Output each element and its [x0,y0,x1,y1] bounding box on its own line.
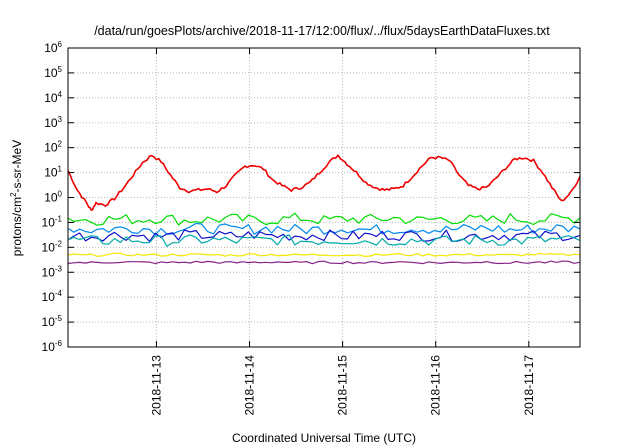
x-tick-label: 2018-11-16 [429,355,443,416]
y-tick-label-exp: -2 [55,239,63,248]
y-tick-label-exp: -4 [55,289,63,298]
y-tick-label-base: 10 [42,315,56,329]
y-tick-label-base: 10 [42,340,56,354]
y-tick-label: 106 [44,40,62,55]
y-tick-label-exp: 3 [58,115,63,124]
y-tick-label: 101 [44,165,62,180]
y-tick-label-base: 10 [44,166,58,180]
y-tick-label-exp: -1 [55,214,63,223]
y-tick-label-base: 10 [42,240,56,254]
x-tick-label: 2018-11-13 [149,355,163,416]
y-tick-label: 103 [44,115,62,130]
chart-title: /data/run/goesPlots/archive/2018-11-17/1… [94,24,550,38]
y-tick-label-base: 10 [44,191,58,205]
y-tick-label-base: 10 [44,91,58,105]
y-axis-label: protons/cm2-s-sr-MeV [9,140,24,256]
y-tick-label-base: 10 [42,215,56,229]
x-axis-label: Coordinated Universal Time (UTC) [232,431,416,445]
y-tick-label-base: 10 [44,116,58,130]
y-tick-label: 102 [44,140,62,155]
y-tick-label-exp: 6 [58,40,63,49]
y-tick-labels: 10-610-510-410-310-210-11001011021031041… [42,40,63,354]
y-tick-label: 104 [44,90,62,105]
series-line [67,229,581,242]
plot-frame [67,47,581,348]
x-tick-label: 2018-11-17 [522,355,536,416]
y-axis-label-rest: -s-sr-MeV [10,140,24,193]
y-tick-label: 10-1 [42,214,63,229]
y-tick-label-base: 10 [44,141,58,155]
y-tick-label: 10-4 [42,289,63,304]
y-tick-label: 10-5 [42,314,63,329]
y-tick-label-exp: 2 [58,140,63,149]
series-line [67,260,581,265]
y-tick-label: 10-2 [42,239,63,254]
series-line [67,154,581,211]
y-tick-label: 10-6 [42,339,63,354]
y-axis-label-sup: 2 [9,192,18,197]
y-tick-label: 10-3 [42,264,63,279]
series-layer [67,154,581,265]
series-line [67,212,581,226]
series-line [67,222,581,236]
x-tick-labels: 2018-11-13 2018-11-14 2018-11-15 2018-11-16… [149,355,535,416]
y-tick-label-exp: 4 [58,90,63,99]
y-tick-label-exp: 5 [58,65,63,74]
y-tick-label-base: 10 [42,265,56,279]
x-tick-label: 2018-11-14 [243,355,257,416]
y-tick-label-exp: -3 [55,264,63,273]
y-tick-label-exp: 0 [58,190,63,199]
y-tick-label-exp: -5 [55,314,63,323]
grid-lines [68,48,580,347]
y-axis-label-base: protons/cm [10,197,24,256]
x-tick-label: 2018-11-15 [336,355,350,416]
series-line [67,252,581,257]
y-tick-label: 105 [44,65,62,80]
y-tick-label: 100 [44,190,62,205]
y-tick-label-exp: 1 [58,165,63,174]
y-tick-label-base: 10 [44,41,58,55]
y-tick-label-base: 10 [44,66,58,80]
y-tick-label-exp: -6 [55,339,63,348]
y-tick-label-base: 10 [42,290,56,304]
series-line [67,234,581,247]
